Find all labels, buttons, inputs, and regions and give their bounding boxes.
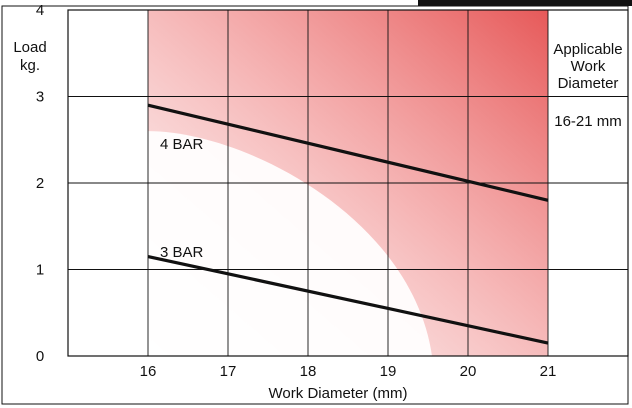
grid bbox=[68, 10, 628, 356]
side-panel-heading-line-3: Diameter bbox=[558, 75, 619, 92]
x-tick-label-17: 17 bbox=[220, 363, 237, 380]
x-tick-label-19: 19 bbox=[380, 363, 397, 380]
y-axis-title-line-1: Load bbox=[13, 39, 46, 56]
series-line-0 bbox=[147, 103, 549, 202]
y-axis-title-line-2: kg. bbox=[20, 57, 40, 74]
x-tick-label-21: 21 bbox=[540, 363, 557, 380]
x-axis-title: Work Diameter (mm) bbox=[269, 385, 408, 402]
series-lines: 4 BAR 3 BAR bbox=[147, 103, 549, 345]
y-tick-label-1: 1 bbox=[36, 262, 44, 279]
x-tick-label-18: 18 bbox=[300, 363, 317, 380]
series-label-0: 4 BAR bbox=[160, 136, 204, 153]
top-bar bbox=[418, 0, 632, 6]
y-tick-label-2: 2 bbox=[36, 175, 44, 192]
side-panel-heading-line-1: Applicable bbox=[553, 41, 622, 58]
plot-frame bbox=[67, 9, 629, 357]
series-line-1 bbox=[147, 254, 549, 345]
y-tick-label-3: 3 bbox=[36, 89, 44, 106]
shade-cutout bbox=[148, 131, 432, 356]
x-tick-label-20: 20 bbox=[460, 363, 477, 380]
side-panel-heading-line-2: Work bbox=[571, 58, 606, 75]
y-tick-label-0: 0 bbox=[36, 348, 44, 365]
y-tick-label-4: 4 bbox=[36, 2, 44, 19]
series-label-1: 3 BAR bbox=[160, 244, 204, 261]
x-tick-labels: 16 17 18 19 20 21 bbox=[140, 363, 557, 380]
y-tick-labels: 0 1 2 3 4 bbox=[36, 2, 44, 365]
side-panel-value: 16-21 mm bbox=[554, 113, 622, 130]
x-tick-label-16: 16 bbox=[140, 363, 157, 380]
